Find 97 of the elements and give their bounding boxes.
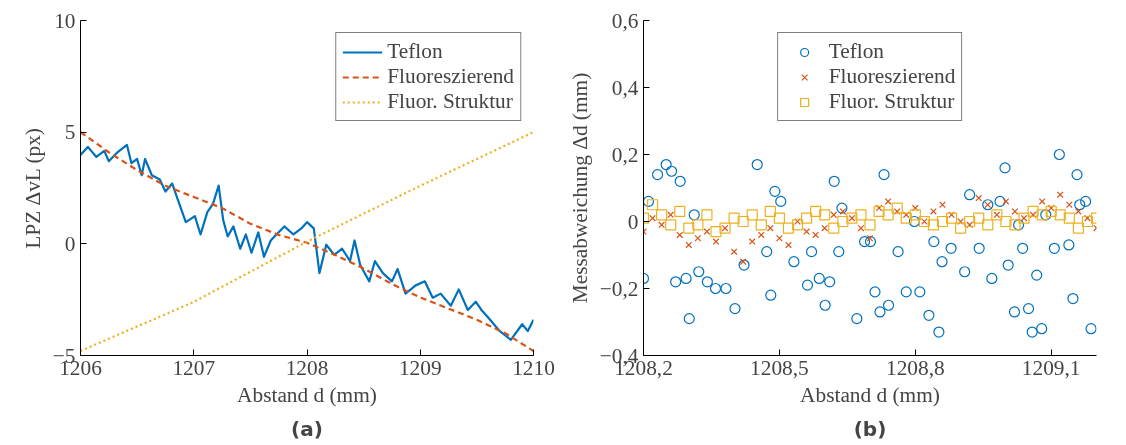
point bbox=[692, 219, 704, 231]
point bbox=[1045, 205, 1057, 218]
y-tick-label: 10 bbox=[54, 8, 76, 33]
point bbox=[685, 241, 693, 249]
text: (a) bbox=[291, 416, 323, 441]
legend-label: Fluor. Struktur bbox=[828, 89, 955, 114]
y-tick-label: 0 bbox=[627, 209, 639, 234]
x-tick-label: 1210 bbox=[512, 355, 555, 380]
point bbox=[1009, 219, 1021, 231]
point bbox=[839, 208, 847, 215]
y-axis-title: Messabweichung Δd (mm) bbox=[567, 72, 592, 304]
point bbox=[703, 228, 711, 235]
y-tick-label: 5 bbox=[64, 120, 76, 145]
point bbox=[945, 212, 958, 224]
legend-label: Fluoreszierend bbox=[828, 64, 956, 89]
y-tick-label: 0,6 bbox=[611, 8, 639, 33]
point bbox=[728, 212, 740, 224]
legend-label: Teflon bbox=[828, 39, 884, 64]
point bbox=[710, 225, 722, 238]
point bbox=[866, 234, 874, 242]
point bbox=[837, 215, 849, 228]
point bbox=[800, 212, 813, 224]
point bbox=[667, 211, 675, 219]
point bbox=[1011, 208, 1019, 215]
point bbox=[882, 209, 894, 221]
x-tick-label: 1209,1 bbox=[1021, 355, 1081, 380]
point bbox=[737, 215, 749, 228]
point bbox=[900, 212, 912, 224]
point bbox=[855, 209, 867, 221]
point bbox=[791, 219, 804, 231]
point bbox=[812, 231, 820, 239]
point bbox=[775, 234, 783, 242]
point bbox=[665, 219, 677, 231]
legend-label: Fluor. Struktur bbox=[387, 89, 513, 114]
x-tick-label: 1208,5 bbox=[750, 355, 809, 380]
point bbox=[1063, 212, 1075, 224]
x-axis-title: Abstand d (mm) bbox=[800, 382, 940, 407]
x-tick-label: 1208 bbox=[285, 355, 329, 380]
point bbox=[674, 205, 686, 218]
x-axis-title: Abstand d (mm) bbox=[237, 382, 377, 407]
point bbox=[656, 209, 668, 221]
point bbox=[748, 238, 756, 246]
point bbox=[1000, 215, 1012, 228]
point bbox=[821, 224, 829, 232]
y-tick-label: 0,4 bbox=[611, 75, 639, 100]
point bbox=[810, 205, 822, 218]
point bbox=[955, 222, 967, 234]
point bbox=[1038, 197, 1046, 205]
point bbox=[785, 241, 792, 249]
point bbox=[730, 248, 738, 256]
point bbox=[1054, 209, 1066, 221]
point bbox=[755, 219, 767, 231]
point bbox=[828, 222, 840, 234]
text: (b) bbox=[853, 416, 887, 441]
point bbox=[1027, 205, 1039, 218]
point bbox=[964, 215, 976, 228]
point bbox=[936, 215, 949, 228]
point bbox=[1002, 197, 1010, 205]
point bbox=[857, 224, 865, 232]
legend-label: Fluoreszierend bbox=[387, 64, 514, 89]
point bbox=[746, 209, 758, 221]
point bbox=[891, 202, 903, 214]
x-tick-label: 1208,8 bbox=[885, 355, 945, 380]
point bbox=[757, 231, 765, 239]
point bbox=[694, 234, 702, 242]
point bbox=[1036, 209, 1048, 221]
point bbox=[1072, 222, 1084, 234]
point bbox=[819, 209, 831, 221]
point bbox=[873, 205, 885, 218]
point bbox=[975, 194, 983, 202]
point bbox=[658, 221, 666, 229]
point bbox=[1081, 215, 1094, 228]
point bbox=[982, 219, 994, 231]
point bbox=[766, 224, 774, 232]
point bbox=[764, 205, 776, 218]
point bbox=[864, 219, 876, 231]
point bbox=[773, 212, 785, 224]
point bbox=[739, 258, 747, 266]
point bbox=[973, 212, 985, 224]
point bbox=[712, 238, 720, 246]
point bbox=[649, 214, 656, 222]
y-tick-label: 0 bbox=[64, 231, 76, 256]
point bbox=[909, 209, 921, 221]
y-axis-title: LPZ ΔvL (px) bbox=[20, 128, 45, 249]
point bbox=[701, 209, 713, 221]
point bbox=[676, 231, 684, 239]
point bbox=[927, 219, 940, 231]
point bbox=[782, 222, 795, 234]
point bbox=[646, 199, 659, 211]
x-tick-label: 1209 bbox=[398, 355, 442, 380]
point bbox=[884, 197, 892, 205]
x-tick-label: 1207 bbox=[172, 355, 216, 380]
point bbox=[683, 222, 695, 234]
y-tick-label: −0,2 bbox=[599, 276, 639, 301]
point bbox=[939, 201, 946, 209]
y-tick-label: 0,2 bbox=[611, 142, 639, 167]
legend-label: Teflon bbox=[387, 39, 443, 64]
